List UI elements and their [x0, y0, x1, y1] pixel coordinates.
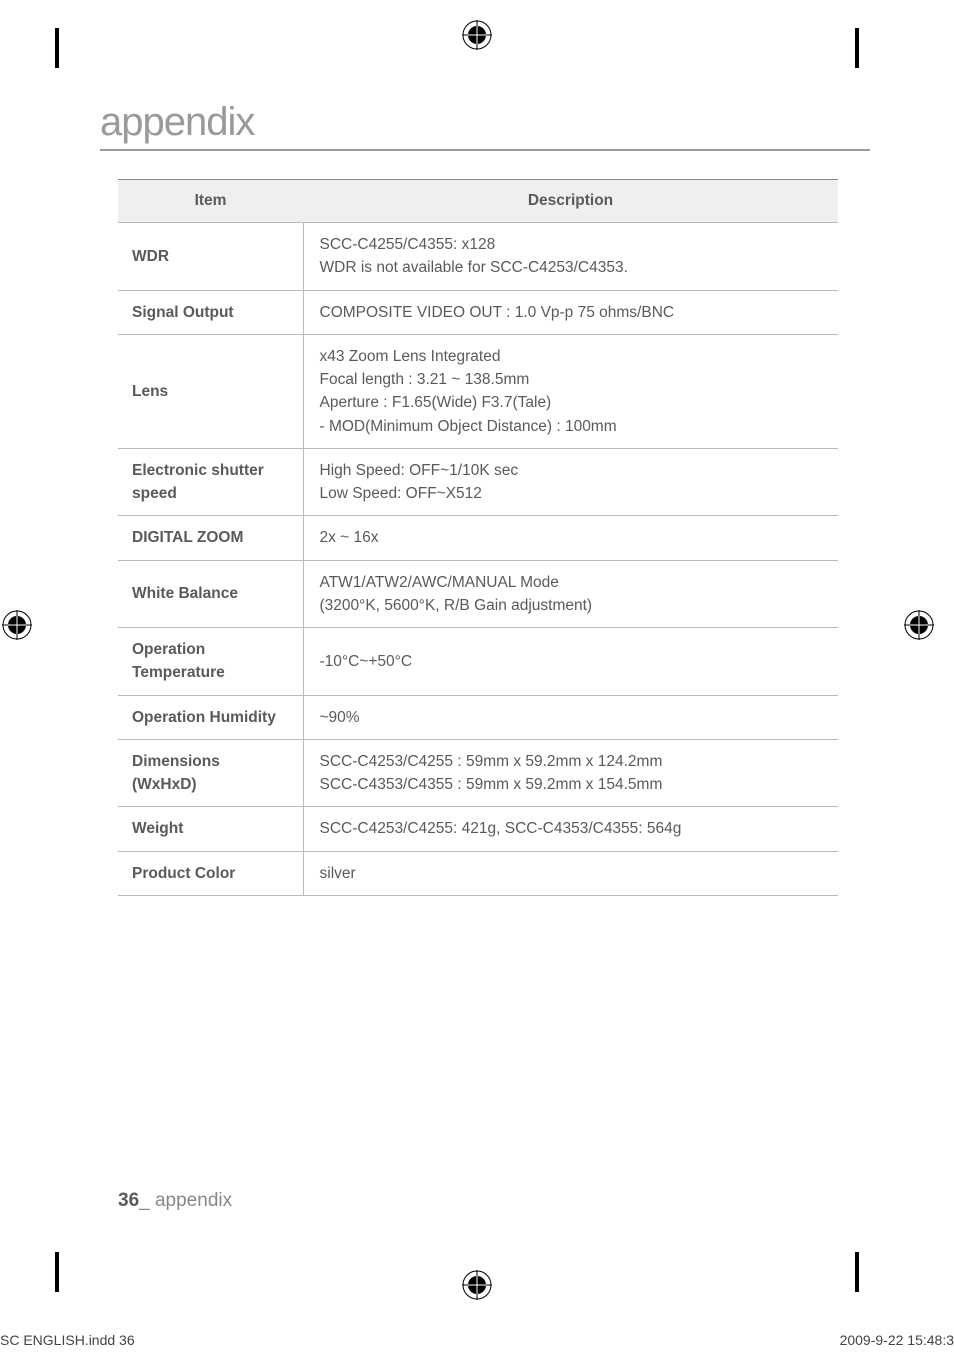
table-row: Signal OutputCOMPOSITE VIDEO OUT : 1.0 V… — [118, 290, 838, 334]
indd-timestamp: 2009-9-22 15:48:3 — [840, 1332, 954, 1348]
spec-description: SCC-C4253/C4255: 421g, SCC-C4353/C4355: … — [303, 807, 838, 851]
spec-item: Signal Output — [118, 290, 303, 334]
table-row: Product Colorsilver — [118, 851, 838, 895]
table-row: White BalanceATW1/ATW2/AWC/MANUAL Mode (… — [118, 560, 838, 628]
spec-item: Weight — [118, 807, 303, 851]
page-number: 36 — [118, 1190, 139, 1211]
spec-description: SCC-C4255/C4355: x128 WDR is not availab… — [303, 223, 838, 291]
page-footer: 36_ appendix — [118, 1190, 232, 1212]
spec-description: 2x ~ 16x — [303, 516, 838, 560]
spec-item: WDR — [118, 223, 303, 291]
spec-description: x43 Zoom Lens Integrated Focal length : … — [303, 334, 838, 448]
spec-description: High Speed: OFF~1/10K sec Low Speed: OFF… — [303, 448, 838, 516]
spec-item: White Balance — [118, 560, 303, 628]
spec-item: Operation Humidity — [118, 695, 303, 739]
crop-mark — [55, 28, 59, 68]
spec-item: Electronic shutter speed — [118, 448, 303, 516]
spec-item: Dimensions (WxHxD) — [118, 739, 303, 807]
spec-description: ~90% — [303, 695, 838, 739]
page-content: appendix Item Description WDRSCC-C4255/C… — [100, 100, 870, 896]
table-row: DIGITAL ZOOM2x ~ 16x — [118, 516, 838, 560]
table-header-desc: Description — [303, 180, 838, 223]
spec-description: COMPOSITE VIDEO OUT : 1.0 Vp-p 75 ohms/B… — [303, 290, 838, 334]
spec-description: SCC-C4253/C4255 : 59mm x 59.2mm x 124.2m… — [303, 739, 838, 807]
spec-description: silver — [303, 851, 838, 895]
table-row: WDRSCC-C4255/C4355: x128 WDR is not avai… — [118, 223, 838, 291]
table-header-item: Item — [118, 180, 303, 223]
registration-mark-icon — [462, 20, 492, 50]
spec-description: ATW1/ATW2/AWC/MANUAL Mode (3200°K, 5600°… — [303, 560, 838, 628]
registration-mark-icon — [904, 610, 934, 640]
table-row: Operation Temperature-10°C~+50°C — [118, 628, 838, 696]
registration-mark-icon — [462, 1270, 492, 1300]
spec-item: Lens — [118, 334, 303, 448]
table-row: WeightSCC-C4253/C4255: 421g, SCC-C4353/C… — [118, 807, 838, 851]
crop-mark — [855, 1252, 859, 1292]
crop-mark — [55, 1252, 59, 1292]
spec-description: -10°C~+50°C — [303, 628, 838, 696]
table-row: Lensx43 Zoom Lens Integrated Focal lengt… — [118, 334, 838, 448]
spec-item: Operation Temperature — [118, 628, 303, 696]
registration-mark-icon — [2, 610, 32, 640]
table-row: Electronic shutter speedHigh Speed: OFF~… — [118, 448, 838, 516]
spec-item: Product Color — [118, 851, 303, 895]
table-row: Operation Humidity~90% — [118, 695, 838, 739]
spec-table: Item Description WDRSCC-C4255/C4355: x12… — [118, 179, 838, 896]
spec-item: DIGITAL ZOOM — [118, 516, 303, 560]
footer-section: _ appendix — [139, 1190, 232, 1211]
crop-mark — [855, 28, 859, 68]
indd-filename: SC ENGLISH.indd 36 — [0, 1332, 135, 1348]
table-row: Dimensions (WxHxD)SCC-C4253/C4255 : 59mm… — [118, 739, 838, 807]
page-title: appendix — [100, 100, 870, 151]
